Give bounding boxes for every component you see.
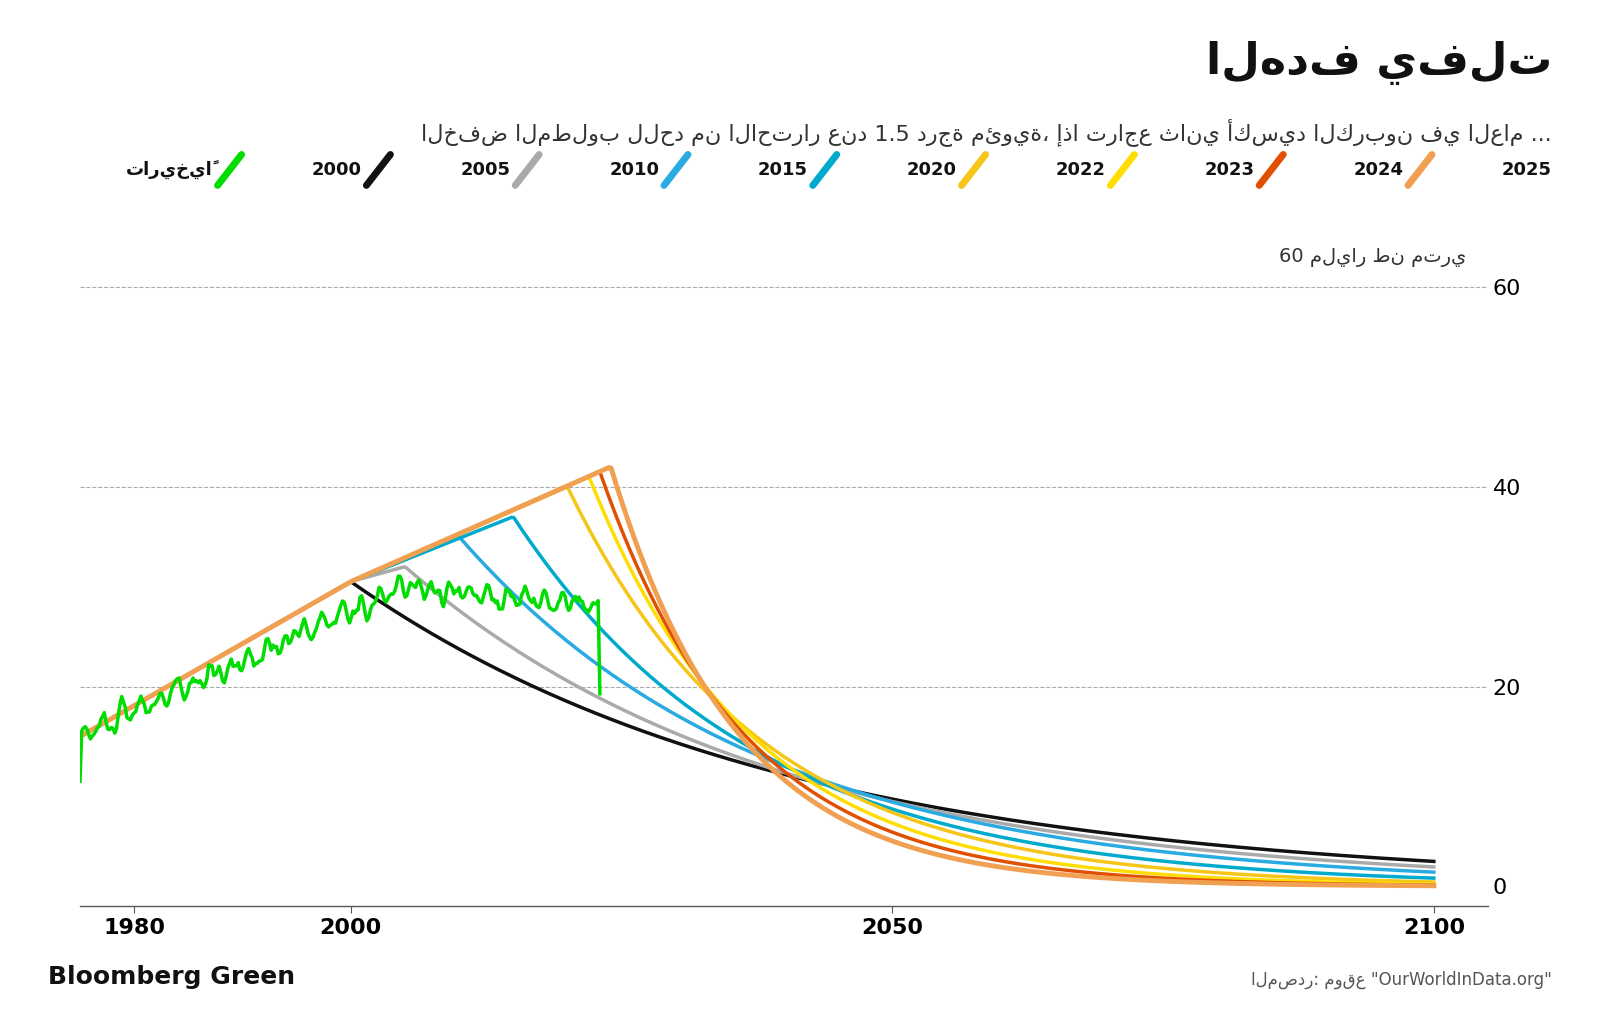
Text: 2015: 2015 [758, 161, 808, 179]
Text: 2000: 2000 [312, 161, 362, 179]
Text: Bloomberg Green: Bloomberg Green [48, 965, 294, 989]
Text: الخفض المطلوب للحد من الاحترار عند 1.5 درجة مئوية، إذا تراجع ثاني أكسيد الكربون : الخفض المطلوب للحد من الاحترار عند 1.5 د… [421, 118, 1552, 146]
Text: الهدف يفلت: الهدف يفلت [1206, 41, 1552, 85]
Text: 2020: 2020 [907, 161, 957, 179]
Text: المصدر: موقع "OurWorldInData.org": المصدر: موقع "OurWorldInData.org" [1251, 970, 1552, 989]
Text: تاريخياً: تاريخياً [126, 161, 213, 179]
Text: 2024: 2024 [1354, 161, 1403, 179]
Text: 60 مليار طن متري: 60 مليار طن متري [1278, 248, 1466, 267]
Text: 2010: 2010 [610, 161, 659, 179]
Text: 2005: 2005 [461, 161, 510, 179]
Text: 2025: 2025 [1502, 161, 1552, 179]
Text: 2022: 2022 [1056, 161, 1106, 179]
Text: 2023: 2023 [1205, 161, 1254, 179]
